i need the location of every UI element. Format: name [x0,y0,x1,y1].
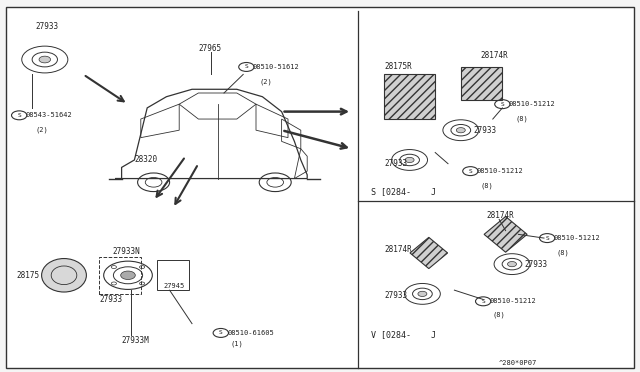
Text: 08510-51212: 08510-51212 [490,298,536,304]
Circle shape [39,56,51,63]
Text: 08510-51212: 08510-51212 [509,101,556,107]
Text: V [0284-    J: V [0284- J [371,330,436,339]
Text: S: S [244,64,248,70]
Text: 27933: 27933 [384,159,407,168]
Text: 28175R: 28175R [384,62,412,71]
Text: S [0284-    J: S [0284- J [371,187,436,196]
Bar [99,257,141,294]
Text: 27933: 27933 [474,126,497,135]
Text: (1): (1) [230,341,243,347]
Text: S: S [545,235,549,241]
Bar [157,260,189,290]
Text: S: S [468,169,472,174]
Text: S: S [481,299,485,304]
Polygon shape [461,67,502,100]
Text: 08510-51612: 08510-51612 [253,64,300,70]
Polygon shape [384,74,435,119]
Text: 28174R: 28174R [384,245,412,254]
Text: (8): (8) [480,183,493,189]
Text: (2): (2) [259,78,272,85]
Circle shape [508,262,516,267]
Text: 28320: 28320 [134,155,157,164]
Text: 28175: 28175 [16,271,39,280]
Circle shape [418,291,427,296]
Text: 27933: 27933 [525,260,548,269]
Text: 27933N: 27933N [112,247,140,256]
Text: 27933: 27933 [35,22,58,31]
Polygon shape [484,217,527,252]
Text: (8): (8) [515,116,528,122]
Text: 08510-61605: 08510-61605 [227,330,274,336]
Text: ^280*0P07: ^280*0P07 [499,360,538,366]
Text: 28174R: 28174R [486,211,514,220]
Text: (8): (8) [557,250,570,256]
Text: 27933: 27933 [384,291,407,300]
Circle shape [121,271,135,279]
Text: 27965: 27965 [198,44,221,53]
Ellipse shape [42,259,86,292]
Text: S: S [500,102,504,107]
Text: 27933M: 27933M [122,336,149,345]
Circle shape [405,157,414,163]
Text: 27933: 27933 [99,295,122,304]
Text: 08510-51212: 08510-51212 [477,168,524,174]
Polygon shape [410,237,447,269]
Circle shape [456,128,465,133]
Text: 28174R: 28174R [480,51,508,60]
Text: S: S [17,113,21,118]
Text: (2): (2) [35,127,48,134]
Text: (8): (8) [493,311,506,318]
Text: 08543-51642: 08543-51642 [26,112,72,118]
Text: S: S [219,330,223,336]
Text: 27945: 27945 [163,283,184,289]
Text: 08510-51212: 08510-51212 [554,235,600,241]
